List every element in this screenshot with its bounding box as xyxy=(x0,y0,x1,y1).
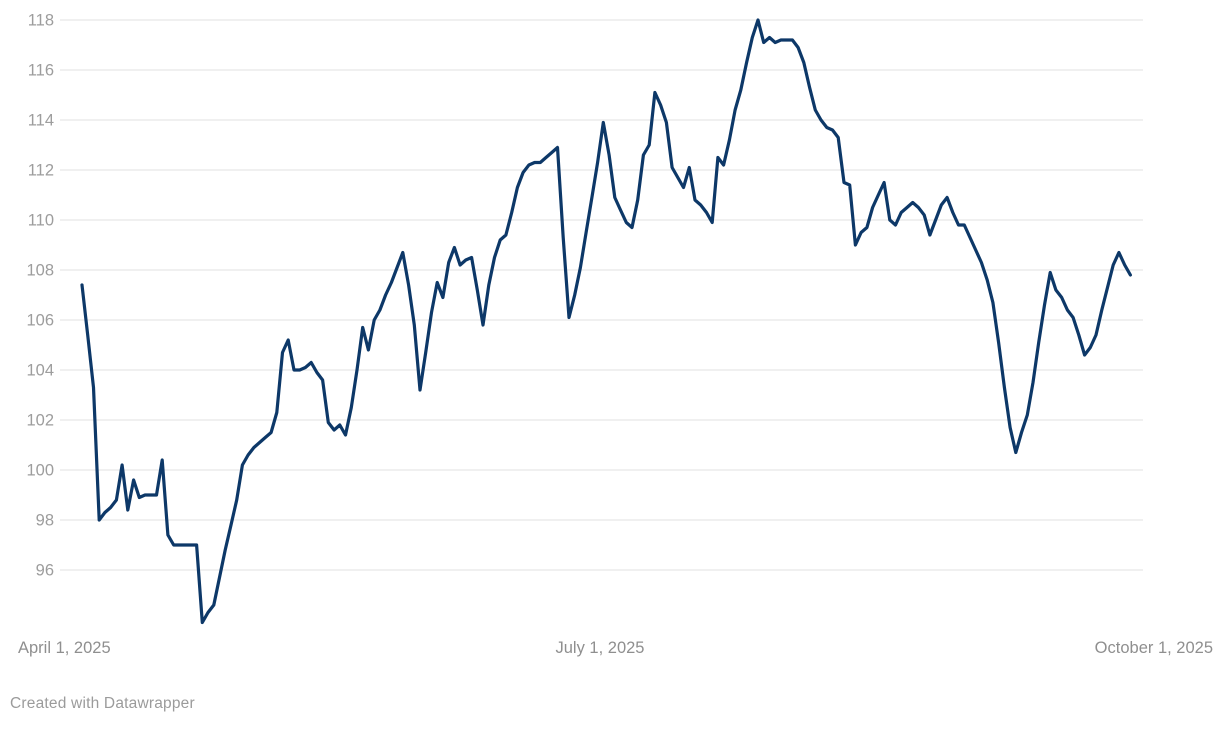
y-axis-tick-label-106: 106 xyxy=(26,312,54,330)
data-line-series xyxy=(80,18,1132,625)
y-axis-tick-label-116: 116 xyxy=(28,62,54,80)
y-axis-tick-label-98: 98 xyxy=(36,512,54,530)
y-axis-tick-label-104: 104 xyxy=(26,362,54,380)
y-axis-tick-label-100: 100 xyxy=(26,462,54,480)
y-axis-tick-label-112: 112 xyxy=(28,162,54,180)
datawrapper-credit: Created with Datawrapper xyxy=(10,695,195,712)
y-axis-tick-label-96: 96 xyxy=(36,562,54,580)
x-axis-tick-label-3: October 1, 2025 xyxy=(1095,639,1213,657)
y-axis-tick-label-114: 114 xyxy=(28,112,54,130)
y-axis-tick-label-102: 102 xyxy=(26,412,54,430)
y-axis-tick-label-108: 108 xyxy=(26,262,54,280)
y-axis-tick-label-110: 110 xyxy=(28,212,54,230)
x-axis-tick-label-1: April 1, 2025 xyxy=(18,639,111,657)
y-axis-tick-label-118: 118 xyxy=(28,12,54,30)
x-axis-tick-label-2: July 1, 2025 xyxy=(556,639,645,657)
